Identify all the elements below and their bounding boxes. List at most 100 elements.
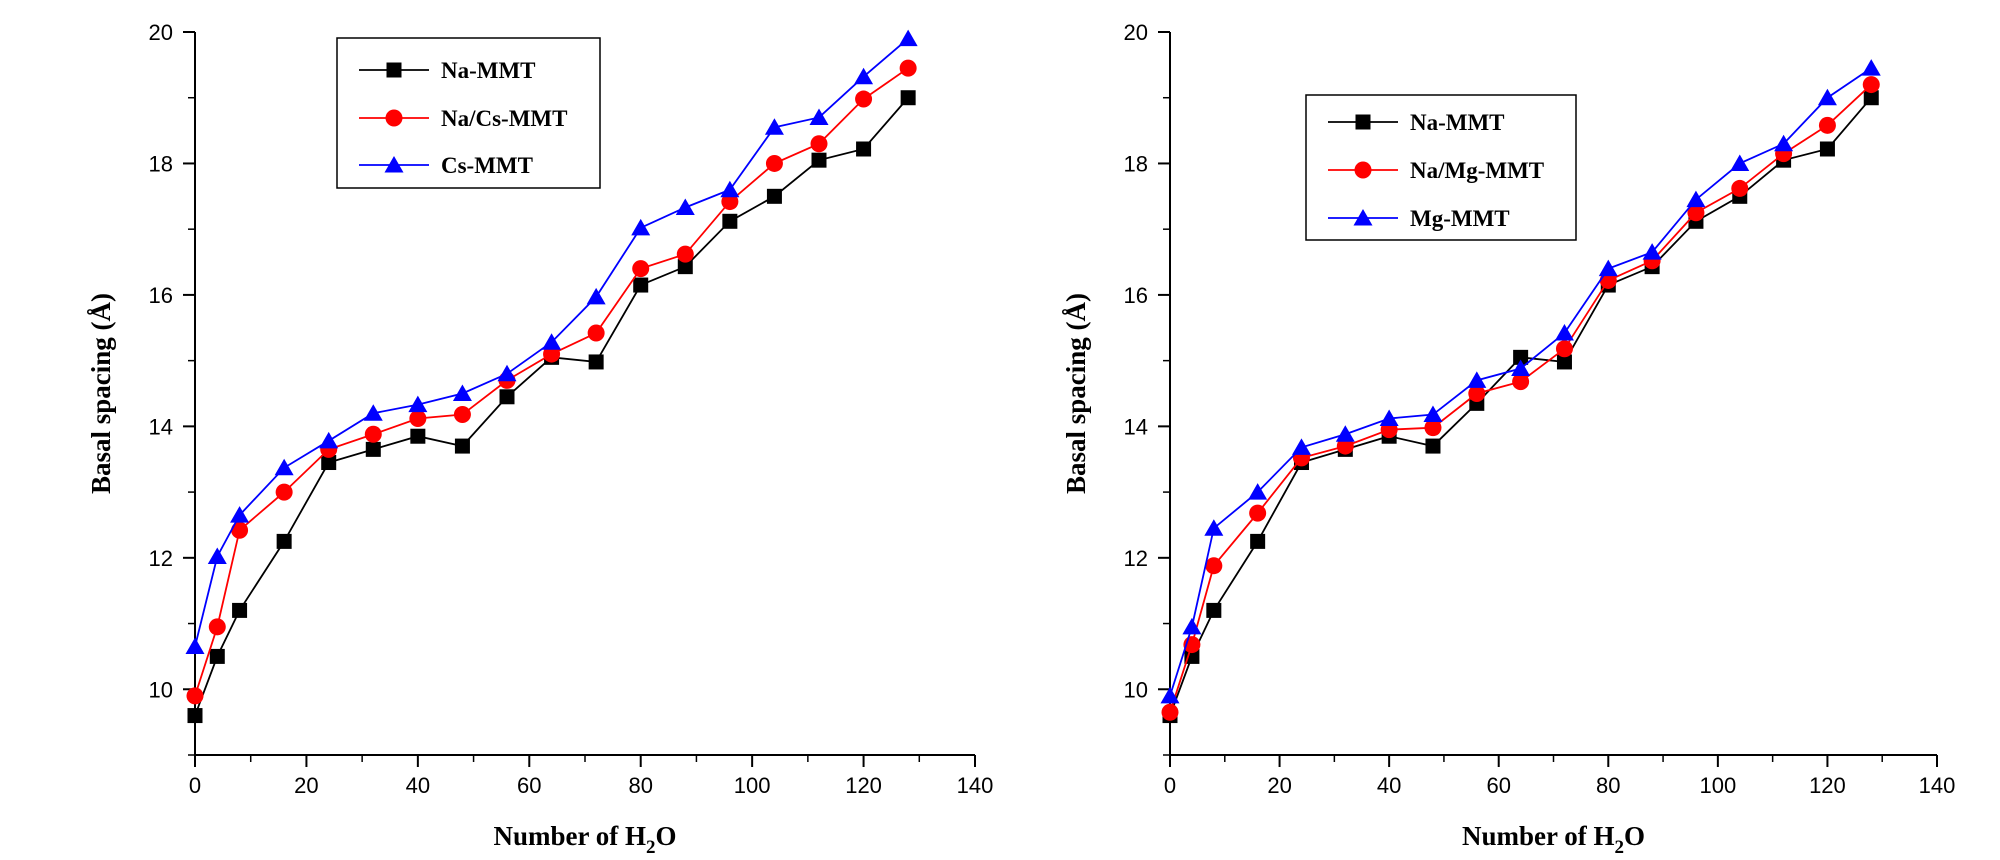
legend-label: Cs-MMT <box>441 153 533 178</box>
data-point <box>1425 438 1441 454</box>
data-point <box>899 59 917 77</box>
data-point <box>1512 373 1530 391</box>
data-point <box>364 425 382 443</box>
x-tick-label: 80 <box>628 773 652 798</box>
data-point <box>209 648 225 664</box>
y-tick-label: 10 <box>1124 677 1148 702</box>
data-point <box>765 154 783 172</box>
data-point <box>1513 349 1529 365</box>
data-point <box>408 395 428 413</box>
data-point <box>365 441 381 457</box>
data-point <box>1511 359 1531 377</box>
data-point <box>1161 703 1179 721</box>
x-tick-label: 100 <box>1699 773 1736 798</box>
x-tick-label: 60 <box>1486 773 1510 798</box>
data-point <box>900 90 916 106</box>
y-tick-label: 20 <box>1124 20 1148 45</box>
data-point <box>720 180 740 198</box>
data-point <box>409 409 427 427</box>
y-tick-label: 10 <box>149 677 173 702</box>
data-point <box>542 333 562 350</box>
series-mg-mmt <box>1160 59 1881 704</box>
y-tick-label: 16 <box>149 283 173 308</box>
x-tick-label: 40 <box>1377 773 1401 798</box>
x-tick-label: 100 <box>734 773 771 798</box>
data-point <box>410 428 426 444</box>
data-point <box>811 152 827 168</box>
data-point <box>1379 409 1399 426</box>
legend-label: Na/Cs-MMT <box>441 106 567 131</box>
data-point <box>676 245 694 263</box>
chart-panel-right: 0 20 40 60 80 100 120 140 10 12 14 16 18 20 Number of … <box>1061 20 1955 858</box>
data-point <box>1774 134 1794 152</box>
x-tick-label: 140 <box>957 773 994 798</box>
y-tick-label: 20 <box>149 20 173 45</box>
legend-box <box>1305 94 1577 241</box>
series-line <box>1169 83 1872 713</box>
data-point <box>363 404 383 421</box>
x-tick-label: 0 <box>1164 773 1176 798</box>
data-point <box>1731 179 1749 197</box>
data-point <box>231 521 249 539</box>
data-point <box>633 277 649 293</box>
data-point <box>722 213 738 229</box>
data-point <box>1862 76 1880 94</box>
data-point <box>208 618 226 636</box>
data-point <box>766 188 782 204</box>
data-point <box>232 602 248 618</box>
legend-label: Na-MMT <box>1410 110 1505 135</box>
y-tick-label: 14 <box>1124 414 1148 439</box>
data-point <box>207 547 227 565</box>
data-point <box>1598 259 1618 277</box>
x-axis-title: Number of H2O <box>493 821 676 858</box>
data-point <box>1182 617 1202 635</box>
data-point <box>275 483 293 501</box>
data-point <box>1423 405 1443 423</box>
data-point <box>1184 648 1200 664</box>
data-point <box>1248 483 1268 500</box>
data-point <box>764 118 784 135</box>
data-point <box>499 389 515 405</box>
x-tick-label: 60 <box>517 773 541 798</box>
y-tick-label: 16 <box>1124 283 1148 308</box>
data-point <box>855 90 873 108</box>
data-point <box>1250 533 1266 549</box>
y-tick-label: 14 <box>149 414 173 439</box>
data-point <box>809 108 829 125</box>
data-point <box>1642 243 1662 260</box>
x-tick-label: 0 <box>189 773 201 798</box>
data-point <box>1817 88 1837 106</box>
data-point <box>1249 504 1267 522</box>
data-point <box>856 141 872 157</box>
data-point <box>1819 141 1835 157</box>
data-point <box>1730 154 1750 171</box>
data-point <box>587 324 605 342</box>
data-point <box>1556 354 1572 370</box>
y-tick-label: 12 <box>149 546 173 571</box>
legend-marker <box>384 156 404 173</box>
data-point <box>721 193 739 211</box>
data-point <box>810 135 828 153</box>
data-point <box>185 637 205 655</box>
data-point <box>1554 324 1574 341</box>
data-point <box>1686 190 1706 208</box>
x-tick-label: 120 <box>1809 773 1846 798</box>
legend-label: Na-MMT <box>441 58 536 83</box>
x-tick-label: 140 <box>1919 773 1956 798</box>
legend-label: Na/Mg-MMT <box>1410 158 1544 183</box>
data-point <box>1468 385 1486 402</box>
data-point <box>1424 419 1442 437</box>
data-point <box>1204 519 1224 536</box>
x-tick-label: 80 <box>1596 773 1620 798</box>
data-point <box>854 67 874 85</box>
data-point <box>454 438 470 454</box>
legend-marker <box>1354 161 1372 179</box>
series-cs-mmt <box>185 29 918 655</box>
data-point <box>1335 425 1355 442</box>
data-point <box>452 384 472 401</box>
data-point <box>1687 204 1705 222</box>
legend-marker <box>386 62 402 78</box>
y-axis-title: Basal spacing (Å) <box>86 293 116 494</box>
x-tick-label: 20 <box>1267 773 1291 798</box>
